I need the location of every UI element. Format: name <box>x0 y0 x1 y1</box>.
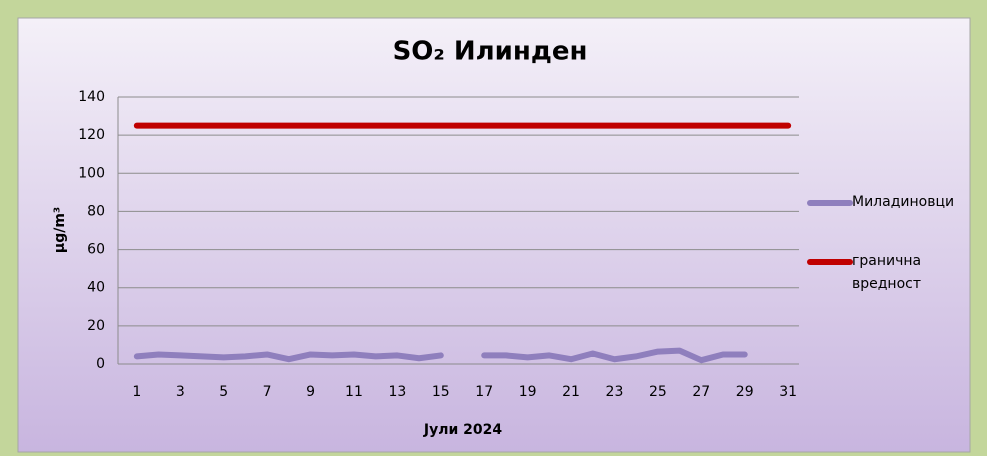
x-tick-label: 29 <box>736 384 754 400</box>
x-tick-label: 7 <box>263 384 272 400</box>
x-tick-label: 23 <box>606 384 624 400</box>
legend-label: Миладиновци <box>852 194 955 210</box>
y-tick-label: 140 <box>78 89 105 105</box>
y-tick-label: 100 <box>78 165 105 181</box>
x-tick-label: 15 <box>432 384 450 400</box>
x-tick-label: 31 <box>779 384 797 400</box>
x-tick-label: 19 <box>519 384 537 400</box>
x-tick-label: 17 <box>475 384 493 400</box>
chart-title: SO₂ Илинден <box>393 37 588 67</box>
x-tick-label: 5 <box>219 384 228 400</box>
x-axis-label: Јули 2024 <box>423 422 502 438</box>
x-tick-label: 1 <box>132 384 141 400</box>
legend-label: гранична вредност <box>852 253 922 292</box>
y-tick-label: 40 <box>87 280 105 296</box>
y-tick-label: 0 <box>96 356 105 372</box>
x-tick-label: 27 <box>692 384 710 400</box>
y-tick-label: 20 <box>87 318 105 334</box>
y-tick-label: 60 <box>87 242 105 258</box>
x-tick-label: 13 <box>388 384 406 400</box>
x-tick-label: 9 <box>306 384 315 400</box>
y-axis-label: µg/m³ <box>52 207 68 253</box>
x-tick-label: 25 <box>649 384 667 400</box>
x-tick-label: 3 <box>176 384 185 400</box>
x-tick-label: 11 <box>345 384 363 400</box>
series-line <box>133 347 748 364</box>
y-tick-label: 80 <box>87 203 105 219</box>
x-tick-label: 21 <box>562 384 580 400</box>
chart-panel <box>17 17 971 453</box>
y-tick-label: 120 <box>78 127 105 143</box>
